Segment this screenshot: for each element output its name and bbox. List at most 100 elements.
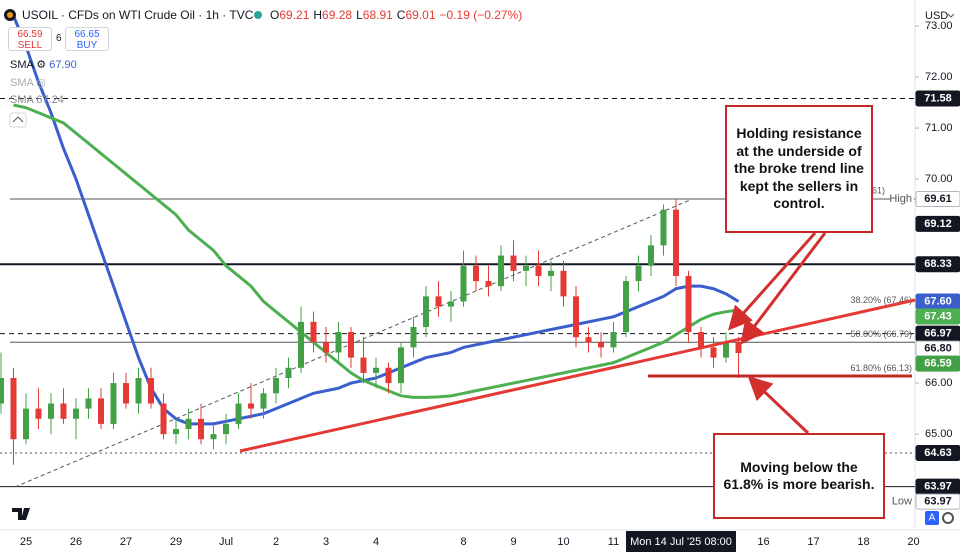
- status-dot: [254, 11, 262, 19]
- legend-value: 67.90: [49, 59, 77, 71]
- y-tick-label: 65.00: [925, 428, 953, 440]
- candle-body: [35, 408, 42, 419]
- candle-body: [673, 209, 679, 276]
- change: −0.19 (−0.27%): [439, 8, 523, 22]
- currency: USD: [925, 10, 948, 22]
- legend-row: SMA ◎: [10, 77, 46, 89]
- x-tick-label: 27: [120, 536, 132, 548]
- candle-body: [10, 377, 17, 440]
- x-tick-label: 11: [608, 536, 619, 548]
- price-tag-label: 67.43: [924, 310, 952, 322]
- candle-body: [260, 393, 267, 409]
- candle-body: [448, 301, 454, 307]
- annotation-box: Holding resistance at the underside of t…: [725, 105, 873, 233]
- x-tick-label: 10: [557, 536, 569, 548]
- candle-body: [48, 403, 54, 419]
- price-tag-label: 64.63: [924, 447, 952, 459]
- candle-body: [548, 270, 554, 276]
- price-tag-label: 66.97: [924, 328, 952, 340]
- candle-body: [435, 296, 442, 307]
- fib-label: 50.00% (66.79): [850, 329, 912, 339]
- sell-button[interactable]: 66.59 SELL: [8, 27, 52, 51]
- ohlc-value: 68.91: [362, 8, 393, 22]
- x-tick-label: 9: [510, 536, 516, 548]
- x-tick-label: 8: [460, 536, 466, 548]
- candle-body: [98, 398, 104, 424]
- ohlc-label: O: [270, 8, 280, 22]
- x-tick-label: 17: [807, 536, 819, 548]
- price-tag: [915, 90, 960, 107]
- price-tag-note: High: [889, 193, 912, 205]
- price-tag: [915, 190, 960, 207]
- price-tag-label: 69.12: [924, 218, 952, 230]
- dropdown-icon: [947, 13, 955, 18]
- candle-body: [0, 377, 4, 404]
- y-tick-label: 71.00: [925, 122, 953, 134]
- candle-body: [85, 398, 92, 409]
- ohlc-label: L: [356, 8, 363, 22]
- sell-label: SELL: [17, 40, 43, 51]
- price-tag: [915, 256, 960, 273]
- collapse-icon: [12, 116, 24, 123]
- sell-price: 66.59: [17, 29, 43, 40]
- candle-body: [685, 275, 692, 333]
- candle-body: [648, 245, 654, 266]
- candle-body: [735, 342, 742, 353]
- legend-name: SMA: [10, 94, 34, 106]
- crosshair-label: Mon 14 Jul '25 08:00: [630, 536, 732, 548]
- legend-name: SMA: [10, 59, 34, 71]
- ohlc: O69.21 H69.28 L68.91 C69.01 −0.19 (−0.27%): [270, 8, 522, 22]
- ohlc-value: 69.21: [279, 8, 310, 22]
- x-tick-label: 26: [70, 536, 82, 548]
- candle-body: [635, 265, 642, 282]
- candle-body: [385, 367, 392, 384]
- price-tag: [915, 215, 960, 232]
- annotation-box: Moving below the 61.8% is more bearish.: [713, 433, 885, 519]
- arrow: [740, 232, 827, 345]
- candle-body: [73, 408, 79, 419]
- y-tick-label: 66.00: [925, 377, 953, 389]
- x-tick-label: 3: [323, 536, 329, 548]
- ohlc-value: 69.01: [405, 8, 436, 22]
- x-tick-label: 18: [857, 536, 869, 548]
- y-tick-label: 72.00: [925, 71, 953, 83]
- candle-body: [723, 342, 729, 358]
- candle-body: [110, 383, 117, 424]
- x-tick-label: Jul: [219, 536, 233, 548]
- price-axis-bg: [915, 0, 960, 558]
- candle-body: [148, 377, 154, 404]
- candle-body: [223, 423, 229, 435]
- symbol-title: USOIL · CFDs on WTI Crude Oil · 1h · TVC: [22, 8, 254, 22]
- arrow: [728, 232, 817, 331]
- fib-label: 61.80% (66.13): [850, 363, 912, 373]
- settings-button[interactable]: [942, 512, 954, 524]
- auto-scale-button[interactable]: [925, 511, 939, 525]
- x-tick-label: 16: [757, 536, 769, 548]
- candle-body: [710, 347, 717, 358]
- candle-body: [285, 367, 292, 378]
- price-tag-label: 71.58: [924, 92, 952, 104]
- price-tag-label: 66.59: [924, 358, 952, 370]
- trend-line: [239, 298, 916, 453]
- price-tag-note-bg: [890, 494, 914, 510]
- legend-row: SMA 67.24: [10, 94, 64, 106]
- x-tick-label: 2: [273, 536, 279, 548]
- buy-price: 66.65: [74, 29, 100, 40]
- candle-body: [498, 255, 504, 287]
- spread: 6: [56, 33, 62, 44]
- buy-button[interactable]: 66.65 BUY: [65, 27, 109, 51]
- price-tag-label: 69.61: [924, 193, 952, 205]
- candle-body: [173, 428, 179, 435]
- legend-value: 67.24: [36, 94, 64, 106]
- candle-body: [560, 270, 567, 297]
- price-tag-label: 63.97: [924, 496, 952, 508]
- candle-body: [373, 367, 379, 373]
- y-tick-label: 73.00: [925, 20, 953, 32]
- candle-body: [198, 418, 204, 440]
- candle-body: [273, 377, 279, 394]
- price-tag-label: 68.33: [924, 258, 952, 270]
- y-tick-label: 70.00: [925, 173, 953, 185]
- collapse-button[interactable]: [9, 112, 27, 128]
- buy-label: BUY: [76, 40, 98, 51]
